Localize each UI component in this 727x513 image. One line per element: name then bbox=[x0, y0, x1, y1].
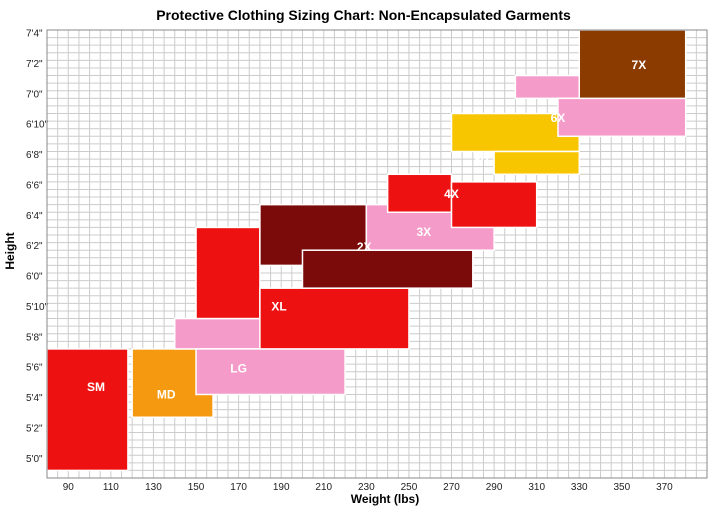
x-tick-label: 90 bbox=[63, 482, 75, 493]
y-tick-label: 6'0" bbox=[26, 272, 43, 283]
x-tick-label: 350 bbox=[613, 482, 630, 493]
x-tick-label: 170 bbox=[230, 482, 247, 493]
size-label-6x: 6X bbox=[551, 111, 566, 125]
y-tick-label: 6'2" bbox=[26, 241, 43, 252]
size-region-4x bbox=[386, 173, 453, 213]
size-region-xl bbox=[259, 287, 410, 350]
x-tick-label: 210 bbox=[315, 482, 332, 493]
x-tick-label: 370 bbox=[656, 482, 673, 493]
size-label-7x: 7X bbox=[632, 58, 647, 72]
size-region-lg bbox=[195, 348, 346, 396]
size-label-5x: 5X bbox=[474, 149, 489, 163]
y-tick-label: 5'6" bbox=[26, 363, 43, 374]
size-region-7x bbox=[578, 29, 687, 100]
size-label-3x: 3X bbox=[416, 225, 431, 239]
y-tick-label: 5'4" bbox=[26, 393, 43, 404]
y-tick-label: 7'4" bbox=[26, 29, 43, 40]
size-label-lg: LG bbox=[230, 362, 247, 376]
size-region-xl bbox=[195, 226, 261, 320]
size-region-6x bbox=[557, 97, 687, 138]
x-tick-label: 330 bbox=[571, 482, 588, 493]
size-label-xl: XL bbox=[271, 299, 286, 313]
size-region-5x bbox=[493, 150, 581, 176]
x-tick-label: 290 bbox=[486, 482, 503, 493]
size-label-sm: SM bbox=[87, 380, 105, 394]
chart-title: Protective Clothing Sizing Chart: Non-En… bbox=[156, 7, 571, 23]
x-tick-label: 150 bbox=[188, 482, 205, 493]
y-tick-label: 6'4" bbox=[26, 211, 43, 222]
y-tick-label: 7'2" bbox=[26, 59, 43, 70]
size-label-2x: 2X bbox=[357, 240, 372, 254]
y-tick-label: 5'10" bbox=[26, 302, 49, 313]
y-tick-label: 5'2" bbox=[26, 423, 43, 434]
x-tick-label: 310 bbox=[528, 482, 545, 493]
x-tick-label: 250 bbox=[401, 482, 418, 493]
y-tick-label: 6'8" bbox=[26, 150, 43, 161]
y-tick-label: 7'0" bbox=[26, 89, 43, 100]
x-tick-label: 130 bbox=[145, 482, 162, 493]
x-tick-label: 110 bbox=[103, 482, 119, 493]
y-tick-label: 6'10" bbox=[26, 120, 49, 131]
y-tick-label: 6'6" bbox=[26, 180, 43, 191]
y-tick-label: 5'8" bbox=[26, 332, 43, 343]
size-label-4x: 4X bbox=[444, 187, 459, 201]
plot-frame bbox=[46, 29, 708, 479]
x-tick-label: 270 bbox=[443, 482, 460, 493]
size-labels: SM MD LG XL 2X 3X 4X 5X 6X 7X bbox=[87, 58, 646, 402]
axis-ticks: 90 110 130 150 170 190 210 230 250 270 290 310 330 35… bbox=[26, 29, 673, 493]
y-tick-label: 5'0" bbox=[26, 454, 43, 465]
x-tick-label: 230 bbox=[358, 482, 375, 493]
size-region-2x bbox=[301, 249, 474, 289]
x-tick-label: 190 bbox=[273, 482, 290, 493]
size-label-md: MD bbox=[157, 387, 176, 401]
x-axis-label: Weight (lbs) bbox=[350, 492, 420, 506]
size-region-sm bbox=[46, 348, 129, 472]
size-region-4x bbox=[450, 181, 538, 229]
size-regions bbox=[46, 29, 687, 472]
